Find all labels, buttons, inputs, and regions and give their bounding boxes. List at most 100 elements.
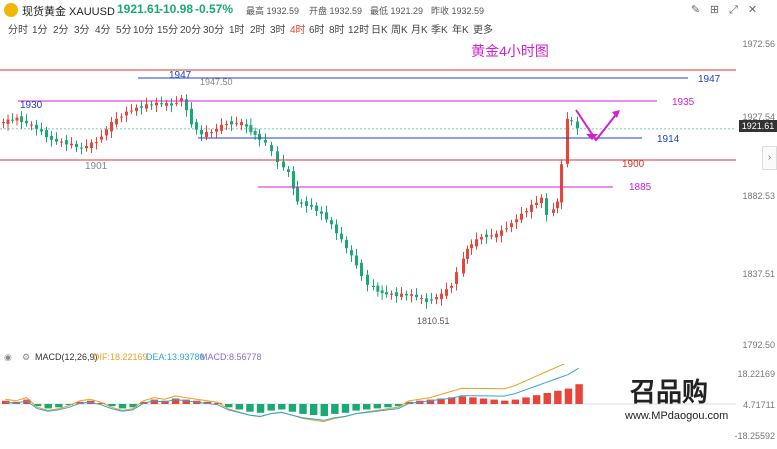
candle-body	[450, 286, 453, 288]
macd-histogram-bar	[299, 404, 307, 414]
level-label-1900: 1900	[622, 159, 645, 170]
macd-histogram-bar	[203, 401, 212, 404]
tab-timeframe-17[interactable]: 日K	[371, 25, 388, 36]
candle-body	[25, 120, 28, 124]
tab-timeframe-0[interactable]: 分时	[8, 25, 28, 36]
axis-label: 1837.51	[742, 269, 775, 279]
macd-histogram-bar	[426, 399, 435, 404]
candle-body	[410, 294, 413, 296]
candle-body	[340, 233, 343, 240]
macd-histogram-bar	[235, 404, 244, 410]
candle-body	[20, 116, 23, 122]
candle-body	[253, 131, 257, 135]
current-price: 1921.61	[117, 2, 161, 16]
candle-body	[220, 124, 223, 131]
tab-timeframe-2[interactable]: 2分	[53, 25, 69, 36]
chart-title: 黄金4小时图	[471, 43, 549, 59]
tab-timeframe-8[interactable]: 20分	[180, 25, 202, 36]
candle-body	[65, 140, 68, 145]
low-stat: 最低 1921.29	[370, 6, 424, 16]
tab-timeframe-22[interactable]: 更多	[473, 25, 493, 36]
candle-body	[315, 205, 318, 212]
close-icon[interactable]: ✕	[747, 4, 758, 16]
candle-body	[366, 274, 369, 285]
collapse-panel-button[interactable]: ›	[762, 146, 777, 170]
current-price-tag: 1921.61	[739, 120, 777, 132]
candle-body	[282, 161, 285, 168]
candle-body	[40, 129, 43, 132]
candle-body	[105, 129, 108, 136]
tab-timeframe-10[interactable]: 1时	[229, 25, 245, 36]
candle-body	[320, 211, 323, 214]
candle-body	[415, 294, 418, 298]
tab-timeframe-13[interactable]: 4时	[290, 25, 306, 36]
tab-timeframe-1[interactable]: 1分	[32, 25, 48, 36]
candle-body	[495, 233, 498, 238]
candle-body	[75, 143, 78, 148]
tab-timeframe-7[interactable]: 15分	[157, 25, 179, 36]
tab-timeframe-6[interactable]: 10分	[133, 25, 155, 36]
candle-body	[570, 120, 573, 122]
tab-timeframe-3[interactable]: 3分	[74, 25, 90, 36]
macd-histogram-bar	[278, 404, 286, 410]
arrow-head-icon	[586, 134, 598, 140]
candle-body	[276, 151, 279, 163]
candle-body	[485, 234, 488, 238]
watermark-url: www.MPdaogou.com	[625, 410, 729, 422]
tab-timeframe-14[interactable]: 6时	[309, 25, 325, 36]
candlestick-chart[interactable]: 1947 1935 1914 1900 1885 1930 1947 1947.50 1901 1…	[0, 36, 736, 346]
tab-timeframe-12[interactable]: 3时	[270, 25, 286, 36]
candle-body	[475, 239, 478, 247]
macd-histogram-bar	[394, 404, 403, 407]
macd-histogram-bar	[118, 404, 127, 409]
tab-timeframe-5[interactable]: 5分	[116, 25, 132, 36]
macd-axis-label: 4.71711	[743, 400, 775, 410]
macd-header: ◉ ⚙ MACD(12,26,9) DIF:18.22169 DEA:13.93…	[0, 351, 736, 365]
candle-body	[195, 122, 198, 130]
tab-timeframe-4[interactable]: 4分	[95, 25, 111, 36]
watermark-name: 召品购	[630, 377, 709, 407]
tab-timeframe-15[interactable]: 8时	[329, 25, 345, 36]
tab-timeframe-18[interactable]: 周K	[391, 25, 408, 36]
candle-body	[470, 244, 473, 249]
macd-histogram-bar	[341, 404, 350, 413]
candle-body	[185, 99, 188, 111]
settings-icon[interactable]: ⚙	[22, 352, 31, 362]
adjust-icon[interactable]: ⊞	[709, 4, 720, 16]
candle-body	[455, 272, 458, 284]
candle-body	[130, 110, 133, 112]
macd-chart[interactable]	[0, 353, 736, 444]
prev-close-stat: 昨收 1932.59	[431, 6, 485, 16]
tab-timeframe-20[interactable]: 季K	[431, 25, 448, 36]
candle-body	[540, 197, 543, 204]
draw-icon[interactable]: ✎	[690, 4, 701, 16]
projection-arrow	[575, 109, 619, 142]
level-label-1935: 1935	[672, 97, 695, 108]
candle-body	[466, 248, 469, 259]
eye-icon[interactable]: ◉	[4, 352, 12, 362]
candle-body	[435, 297, 438, 300]
fullscreen-icon[interactable]: ⤢	[729, 4, 738, 16]
candle-body	[525, 211, 528, 213]
tab-timeframe-16[interactable]: 12时	[348, 25, 370, 36]
candle-body	[155, 102, 158, 106]
macd-histogram-bar	[501, 400, 509, 404]
candle-body	[400, 293, 403, 297]
macd-histogram-bar	[23, 399, 31, 404]
candle-body	[445, 289, 448, 296]
candle-body	[70, 143, 73, 146]
candle-body	[230, 121, 233, 125]
chart-canvas[interactable]: 1947 1935 1914 1900 1885 1930 1947 1947.50 1901 1…	[0, 36, 736, 346]
open-stat: 开盘 1932.59	[309, 6, 363, 16]
tab-timeframe-19[interactable]: 月K	[411, 25, 428, 36]
tab-timeframe-11[interactable]: 2时	[250, 25, 266, 36]
symbol-name: 现货黄金 XAUUSD	[22, 6, 115, 18]
macd-canvas[interactable]	[0, 353, 736, 444]
candle-body	[190, 108, 193, 125]
macd-histogram-bar	[171, 398, 180, 404]
candle-body	[515, 219, 518, 223]
tab-timeframe-21[interactable]: 年K	[452, 25, 469, 36]
candle-body	[165, 103, 168, 106]
candle-body	[385, 292, 388, 295]
tab-timeframe-9[interactable]: 30分	[203, 25, 225, 36]
